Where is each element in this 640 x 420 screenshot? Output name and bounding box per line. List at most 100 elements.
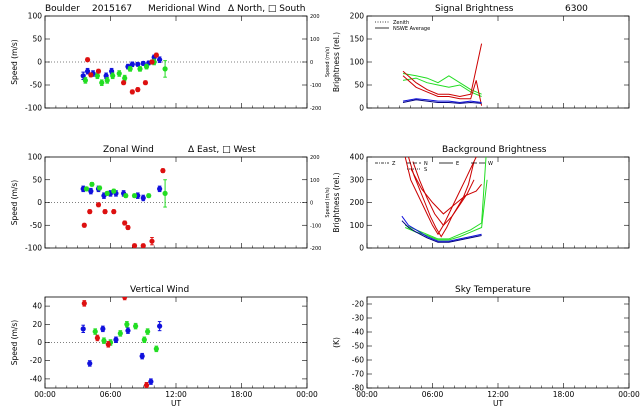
data-point — [117, 330, 123, 336]
data-point — [84, 57, 91, 63]
data-point — [95, 68, 102, 74]
data-point — [99, 80, 105, 86]
data-point — [157, 57, 163, 63]
data-point — [92, 328, 98, 335]
y-tick-label: -40 — [30, 374, 42, 383]
y-tick-label: 0 — [37, 58, 42, 67]
data-point — [81, 300, 87, 306]
x-tick-label: 06:00 — [422, 390, 444, 399]
y-tick-label: -30 — [352, 314, 364, 323]
data-point — [162, 66, 168, 72]
data-point — [80, 73, 86, 79]
plot-area — [401, 157, 488, 243]
y-tick-label: 0 — [359, 244, 364, 253]
series-line — [402, 43, 483, 98]
y-right-tick-label: -100 — [310, 223, 321, 229]
series-line — [401, 220, 482, 243]
x-tick-label: 12:00 — [487, 390, 509, 399]
data-point — [94, 73, 100, 79]
x-tick-label: 00:00 — [34, 390, 56, 399]
y-axis-label: (K) — [332, 337, 341, 348]
y-tick-label: -70 — [352, 370, 364, 379]
plot-area — [80, 168, 168, 248]
data-point — [84, 68, 91, 74]
data-point — [135, 87, 141, 93]
data-point — [96, 185, 103, 191]
data-point — [108, 68, 115, 74]
y-tick-label: -100 — [25, 244, 42, 253]
data-point — [89, 181, 95, 187]
zonal-wind-panel: Zonal Wind Δ East, □ West -100 -50 0 50 100 Spe… — [10, 145, 331, 253]
series-line — [412, 161, 475, 227]
x-tick-label: 00:00 — [618, 390, 640, 399]
data-point — [88, 188, 94, 194]
y-tick-label: 50 — [354, 81, 364, 90]
y-tick-label: 100 — [28, 12, 43, 21]
legend-label: N — [424, 161, 428, 167]
data-point — [135, 61, 141, 67]
y-tick-label: 100 — [350, 58, 365, 67]
y-tick-label: 150 — [350, 35, 365, 44]
site-label: Boulder — [45, 4, 80, 14]
chart-title-extra: Δ North, □ South — [228, 4, 305, 14]
y-tick-label: -60 — [352, 356, 364, 365]
data-point — [104, 77, 110, 83]
date-label: 2015167 — [92, 4, 132, 14]
data-point — [125, 328, 131, 334]
data-point — [139, 353, 145, 359]
legend-label: W — [488, 161, 493, 167]
y-tick-label: -20 — [352, 300, 364, 309]
y-axis-label: Speed (m/s) — [10, 320, 19, 366]
data-point — [143, 64, 150, 70]
meridional-wind-panel: Meridional Wind Δ North, □ South -100 -50 0 5… — [10, 4, 331, 113]
data-point — [102, 209, 108, 215]
data-point — [160, 168, 166, 174]
data-point — [157, 323, 163, 329]
x-axis-label: UT — [171, 399, 181, 408]
chart-title: Meridional Wind — [148, 4, 220, 14]
y-tick-label: 50 — [32, 175, 42, 184]
data-point — [95, 202, 102, 208]
y-tick-label: 300 — [350, 175, 365, 184]
y-right-tick-label: -200 — [310, 106, 321, 112]
data-point — [122, 220, 128, 226]
data-point — [122, 75, 128, 81]
series-line — [401, 215, 482, 242]
x-tick-label: 00:00 — [296, 390, 318, 399]
chart-title: Zonal Wind — [103, 145, 154, 155]
data-point — [81, 222, 87, 228]
data-point — [87, 209, 93, 215]
y-tick-label: 100 — [28, 153, 43, 162]
x-tick-label: 18:00 — [553, 390, 575, 399]
legend-label: Zenith — [393, 20, 409, 26]
data-point — [94, 335, 100, 341]
y-right-axis-label: Speed (m/s) — [325, 47, 331, 77]
y-tick-label: 50 — [32, 35, 42, 44]
y-right-tick-label: 100 — [310, 37, 320, 43]
data-point — [133, 323, 139, 329]
data-point — [116, 70, 122, 77]
sky-temperature-panel: Sky Temperature -80 -70 -60 -50 -40 -30 -20 (K) 0… — [332, 285, 640, 408]
y-right-axis-label: Speed (m/s) — [325, 187, 331, 217]
y-tick-label: 200 — [350, 12, 365, 21]
y-right-tick-label: 200 — [310, 155, 320, 161]
x-tick-label: 18:00 — [231, 390, 253, 399]
data-point — [125, 224, 131, 231]
series-line — [402, 77, 482, 97]
x-tick-label: 12:00 — [165, 390, 187, 399]
data-point — [80, 326, 86, 332]
data-point — [122, 297, 128, 300]
series-line — [404, 157, 477, 236]
data-point — [127, 66, 133, 72]
y-tick-label: 0 — [359, 104, 364, 113]
data-point — [157, 186, 163, 192]
chart-title: Sky Temperature — [455, 285, 531, 295]
data-point — [123, 193, 129, 199]
data-point — [82, 77, 88, 83]
y-right-tick-label: 200 — [310, 14, 320, 20]
legend-label: Z — [392, 161, 396, 167]
plot-area — [80, 297, 163, 388]
y-tick-label: 200 — [350, 198, 365, 207]
data-point — [131, 193, 138, 199]
data-point — [88, 72, 94, 78]
